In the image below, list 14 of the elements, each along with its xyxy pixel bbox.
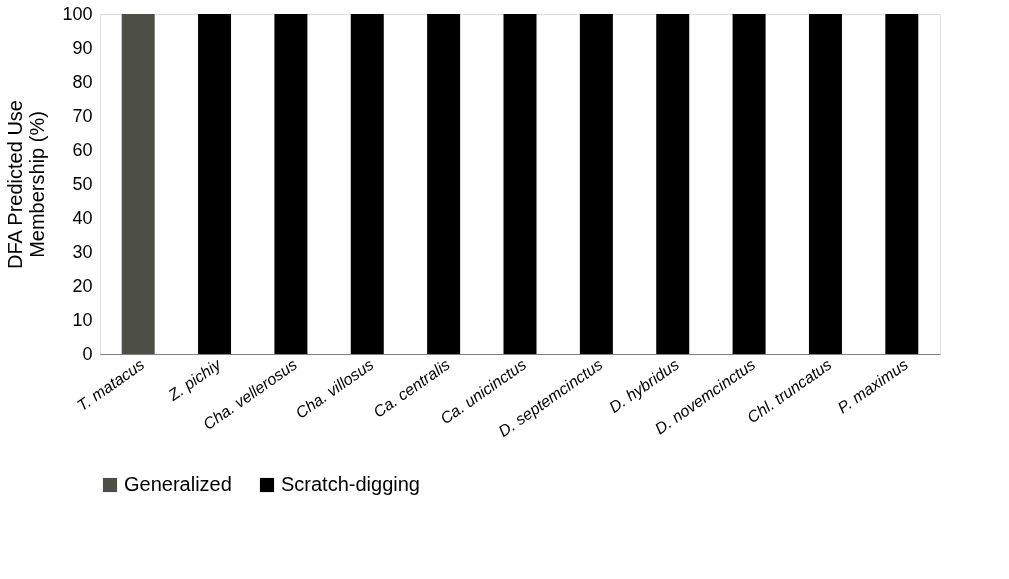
y-tick-label: 100 (62, 3, 93, 24)
y-axis-title: DFA Predicted Use Membership (%) (4, 100, 49, 269)
legend-label: Scratch-digging (281, 473, 420, 495)
y-tick-label: 10 (72, 309, 93, 330)
y-tick-label: 20 (72, 275, 93, 296)
y-tick-label: 30 (72, 241, 93, 262)
legend-label: Generalized (124, 473, 232, 495)
y-tick-label: 50 (72, 173, 93, 194)
y-tick-label: 70 (72, 105, 93, 126)
y-tick-label: 0 (82, 343, 93, 364)
y-tick-label: 90 (72, 37, 93, 58)
y-tick-label: 80 (72, 71, 93, 92)
y-tick-label: 40 (72, 207, 93, 228)
y-tick-label: 60 (72, 139, 93, 160)
